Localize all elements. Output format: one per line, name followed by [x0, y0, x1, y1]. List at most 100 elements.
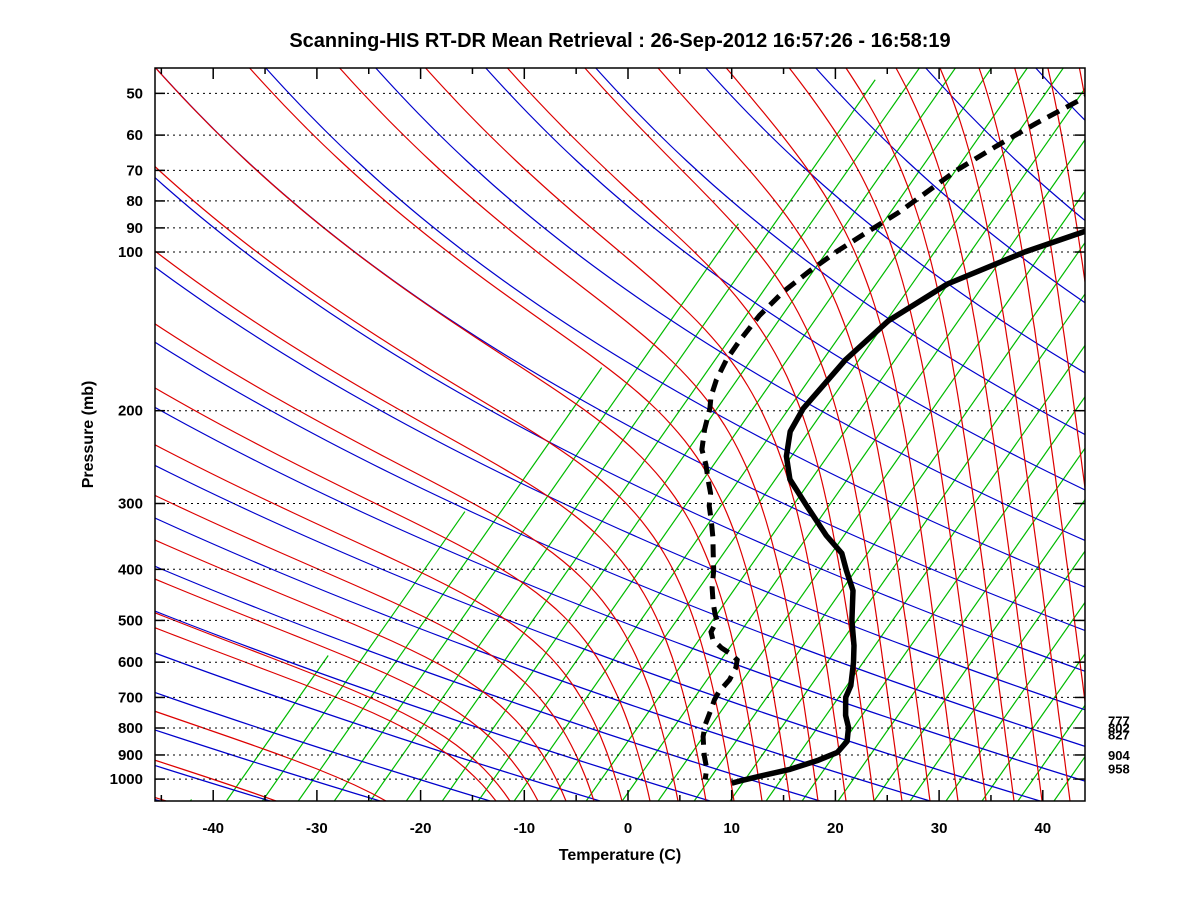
x-axis-title: Temperature (C) — [559, 847, 681, 864]
moist-adiabat-line — [155, 444, 623, 801]
moist-adiabat-line — [584, 68, 903, 801]
dry-adiabat-line — [485, 68, 1085, 491]
moist-adiabat-line — [339, 68, 819, 801]
x-tick-label: 10 — [723, 820, 740, 837]
y-tick-label: 70 — [126, 162, 143, 179]
moist-adiabat-line — [155, 796, 167, 801]
dry-adiabat-line — [705, 68, 1085, 374]
moist-adiabat-line — [1047, 68, 1085, 287]
dry-adiabat-line — [155, 406, 1085, 782]
moist-adiabat-line — [788, 68, 987, 801]
moist-adiabat-line — [1014, 68, 1085, 493]
dry-adiabat-line — [815, 68, 1085, 304]
dry-adiabat-line — [155, 266, 1085, 711]
isotherm-line — [441, 68, 956, 801]
isotherm-line — [297, 367, 603, 801]
y-tick-label: 60 — [126, 127, 143, 144]
moist-adiabat-line — [978, 68, 1085, 706]
isotherm-line — [837, 447, 1085, 801]
dry-adiabat-line — [925, 68, 1085, 222]
pressure-level-annotation: 777 — [1108, 713, 1130, 728]
dry-adiabat-line — [155, 764, 271, 801]
moist-adiabat-line — [155, 250, 707, 801]
x-tick-label: 20 — [827, 820, 844, 837]
pressure-level-annotation: 827 — [1108, 728, 1130, 743]
x-tick-label: -10 — [513, 820, 535, 837]
y-tick-label: 500 — [118, 612, 143, 629]
isotherm-line — [225, 655, 329, 801]
moist-adiabat-line — [155, 710, 387, 801]
isotherm-line — [945, 601, 1085, 801]
dry-adiabat-line — [155, 341, 1085, 747]
y-tick-label: 1000 — [110, 771, 143, 788]
moist-adiabat-line — [155, 165, 735, 801]
y-tick-label: 300 — [118, 495, 143, 512]
x-tick-label: -30 — [306, 820, 328, 837]
y-tick-label: 700 — [118, 689, 143, 706]
isotherm-line — [477, 68, 992, 801]
moist-adiabat-lines — [155, 68, 1085, 801]
moist-adiabat-line — [155, 578, 539, 801]
dry-adiabat-line — [155, 517, 931, 801]
y-tick-label: 90 — [126, 220, 143, 237]
moist-adiabat-line — [249, 68, 791, 801]
moist-adiabat-line — [155, 387, 651, 801]
moist-adiabat-line — [425, 68, 847, 801]
isotherm-line — [549, 68, 1064, 801]
x-tick-label: -40 — [202, 820, 224, 837]
moist-adiabat-line — [155, 759, 277, 801]
dry-adiabat-line — [155, 610, 711, 801]
y-tick-label: 900 — [118, 747, 143, 764]
moist-adiabat-line — [155, 323, 679, 801]
moist-adiabat-line — [657, 68, 931, 801]
dry-adiabat-line — [265, 68, 1085, 588]
moist-adiabat-line — [506, 68, 875, 801]
isotherm-line — [513, 68, 1028, 801]
dry-adiabat-line — [155, 691, 491, 801]
background-line-families — [155, 68, 1085, 801]
moist-adiabat-line — [939, 68, 1071, 801]
dry-adiabat-line — [155, 565, 821, 801]
isotherm-line — [729, 292, 1085, 801]
x-tick-label: -20 — [410, 820, 432, 837]
x-tick-label: 30 — [931, 820, 948, 837]
sounding-profiles — [699, 94, 1085, 786]
dewpoint-curve — [699, 94, 1085, 780]
pressure-level-annotation: 904 — [1108, 748, 1130, 763]
isotherm-line — [405, 68, 920, 801]
y-axis-title: Pressure (mb) — [80, 381, 97, 489]
isotherm-line — [693, 241, 1085, 801]
dry-adiabat-line — [155, 652, 601, 801]
moist-adiabat-line — [155, 68, 763, 801]
dry-adiabat-line — [595, 68, 1085, 436]
isotherm-line — [261, 511, 466, 801]
moist-adiabat-line — [155, 539, 567, 801]
moist-adiabat-line — [155, 627, 497, 801]
y-tick-label: 50 — [126, 85, 143, 102]
moist-adiabat-line — [725, 68, 959, 801]
isotherm-line — [657, 190, 1085, 801]
moist-adiabat-line — [155, 612, 511, 801]
isotherm-line — [981, 652, 1085, 801]
x-tick-label: 40 — [1034, 820, 1051, 837]
isotherm-line — [873, 498, 1085, 801]
isotherm-lines — [189, 68, 1085, 801]
moist-adiabat-line — [895, 68, 1043, 801]
y-tick-label: 600 — [118, 654, 143, 671]
y-tick-label: 100 — [118, 244, 143, 261]
temperature-curve — [730, 228, 1085, 786]
figure-title: Scanning-HIS RT-DR Mean Retrieval : 26-S… — [289, 30, 950, 52]
dry-adiabat-line — [155, 729, 381, 801]
pressure-level-annotation: 958 — [1108, 761, 1130, 776]
moist-adiabat-line — [845, 68, 1015, 801]
pressure-gridlines — [155, 92, 1085, 780]
moist-adiabat-line — [155, 494, 595, 801]
y-tick-label: 200 — [118, 403, 143, 420]
axis-ticks — [155, 68, 1085, 801]
x-tick-label: 0 — [624, 820, 632, 837]
y-tick-label: 800 — [118, 720, 143, 737]
y-tick-label: 80 — [126, 193, 143, 210]
